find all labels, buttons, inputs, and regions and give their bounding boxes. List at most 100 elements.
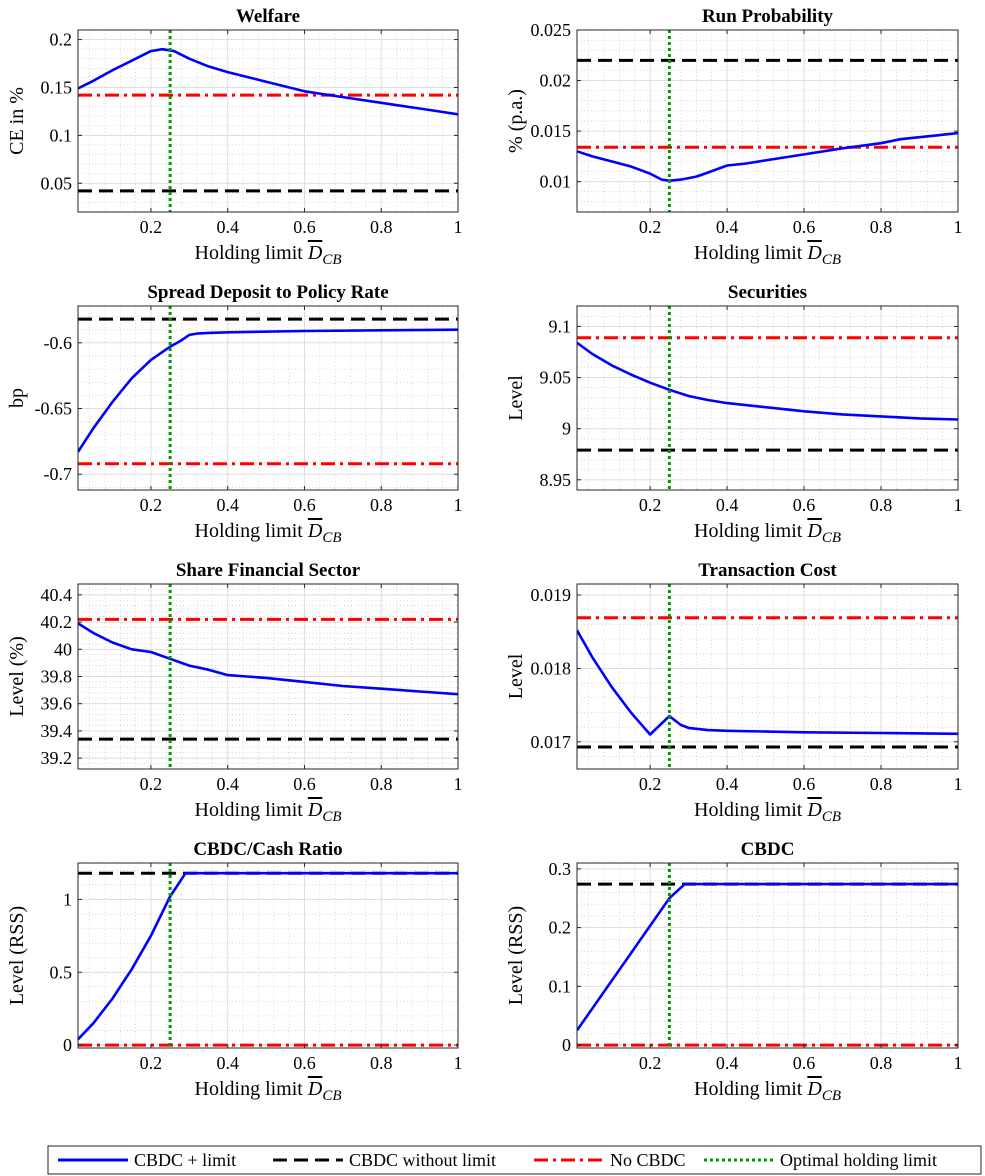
axes-box [576,29,959,213]
y-tick-label: 40 [54,639,72,659]
x-axis-label-prefix: Holding limit [195,799,308,821]
y-tick-label: 0 [63,1035,72,1055]
x-axis-label-symbol: D [806,242,822,264]
y-tick-label: 0.019 [531,585,572,605]
x-axis-label-symbol: D [806,799,822,821]
panel-1: 0.2 0.4 0.6 0.8 1 0.05 0.1 0.15 0.2 Welfare CE in … [6,6,463,268]
y-tick-label: 0.018 [531,658,572,678]
y-axis-label: Level (RSS) [6,906,28,1005]
x-axis-label-subscript: CB [322,530,341,546]
plot-area [78,306,458,490]
x-tick-label: 0.2 [140,1053,163,1073]
x-axis-label: Holding limit DCB [195,242,342,268]
x-tick-label: 0.8 [370,217,393,237]
plot-lines [577,306,958,490]
legend-label-no-cbdc: No CBDC [610,1150,686,1170]
x-tick-label: 0.6 [793,774,816,794]
x-axis-label-symbol: D [307,242,323,264]
x-tick-label: 0.2 [639,217,662,237]
x-tick-label: 0.4 [716,1053,739,1073]
plot-area [78,30,458,212]
x-tick-label: 0.6 [293,1053,316,1073]
x-tick-label: 0.2 [639,495,662,515]
panel-3: 0.2 0.4 0.6 0.8 1 -0.7 -0.65 -0.6 Spread Deposit… [6,282,463,546]
plot-area [78,863,458,1048]
y-tick-label: -0.65 [35,399,73,419]
grid [577,584,959,769]
y-tick-label: 0.025 [531,20,572,40]
y-tick-label: 0.5 [50,962,73,982]
y-tick-label: 0.1 [50,125,73,145]
x-tick-label: 0.4 [216,1053,239,1073]
y-axis-label: Level (%) [6,636,28,717]
x-axis-label: Holding limit DCB [694,242,841,268]
y-axis-label: CE in % [6,87,28,155]
plot-area [577,584,958,769]
x-axis-label-subscript: CB [822,1088,841,1104]
panel-7: 0.2 0.4 0.6 0.8 1 0 0.5 1 CBDC/Cash Ratio Level (… [6,839,463,1104]
x-tick-label: 1 [954,1053,963,1073]
panel-title: Transaction Cost [698,560,837,581]
x-tick-label: 0.2 [639,1053,662,1073]
y-axis-label: bp [6,388,28,408]
axes-box [77,29,459,213]
x-axis-label-subscript: CB [822,809,841,825]
plot-lines [78,863,458,1048]
x-tick-label: 1 [954,774,963,794]
panel-title: CBDC [741,839,795,860]
cbdc-limit-series [577,629,958,736]
panels: 0.2 0.4 0.6 0.8 1 0.05 0.1 0.15 0.2 Welfare CE in … [6,6,963,1104]
panel-6: 0.2 0.4 0.6 0.8 1 0.017 0.018 0.019 Transaction … [505,560,963,825]
x-tick-label: 0.2 [639,774,662,794]
axes-box [576,862,959,1049]
x-tick-label: 0.8 [870,774,893,794]
x-axis-label-subscript: CB [322,252,341,268]
x-tick-label: 0.8 [870,217,893,237]
x-tick-label: 1 [454,217,463,237]
panel-title: Welfare [236,6,300,27]
y-tick-label: 39.2 [41,748,73,768]
x-tick-label: 0.4 [216,774,239,794]
x-axis-label: Holding limit DCB [195,1078,342,1104]
y-tick-label: 0.2 [50,30,73,50]
cbdc-limit-series [78,622,458,696]
grid [78,30,459,212]
panel-8: 0.2 0.4 0.6 0.8 1 0 0.1 0.2 0.3 CBDC Level (RSS) Ho… [505,839,963,1104]
y-tick-label: 0.01 [540,172,572,192]
y-tick-label: -0.7 [44,464,73,484]
y-tick-label: 9.1 [549,316,572,336]
x-axis-label-subscript: CB [822,252,841,268]
cbdc-limit-series [577,341,958,421]
y-tick-label: 0.2 [549,918,572,938]
x-axis-label-subscript: CB [322,1088,341,1104]
x-axis-label: Holding limit DCB [195,520,342,546]
legend: CBDC + limit CBDC without limit No CBDC Opt… [47,1145,982,1175]
grid [78,584,459,769]
x-axis-label-prefix: Holding limit [694,242,807,264]
x-tick-label: 0.4 [716,774,739,794]
x-tick-label: 1 [454,1053,463,1073]
y-tick-label: 40.4 [41,585,73,605]
plot-lines [577,863,958,1048]
y-tick-label: 39.4 [41,721,73,741]
x-axis-label: Holding limit DCB [694,1078,841,1104]
y-tick-label: 0 [562,1035,571,1055]
plot-area [577,863,958,1048]
x-axis-label-prefix: Holding limit [195,1078,308,1100]
x-axis-label: Holding limit DCB [195,799,342,825]
x-axis-label-subscript: CB [322,809,341,825]
cbdc-limit-series [78,328,458,453]
y-tick-label: 39.6 [41,694,73,714]
x-tick-label: 0.6 [293,217,316,237]
x-axis-label-subscript: CB [822,530,841,546]
x-axis-label-symbol: D [307,1078,323,1100]
x-axis-label-prefix: Holding limit [694,799,807,821]
x-axis-label-prefix: Holding limit [694,1078,807,1100]
x-axis-label: Holding limit DCB [694,799,841,825]
y-tick-label: 0.015 [531,121,572,141]
plot-area [577,306,958,490]
axes-box [77,305,459,491]
axes-box [576,305,959,491]
x-tick-label: 1 [454,495,463,515]
